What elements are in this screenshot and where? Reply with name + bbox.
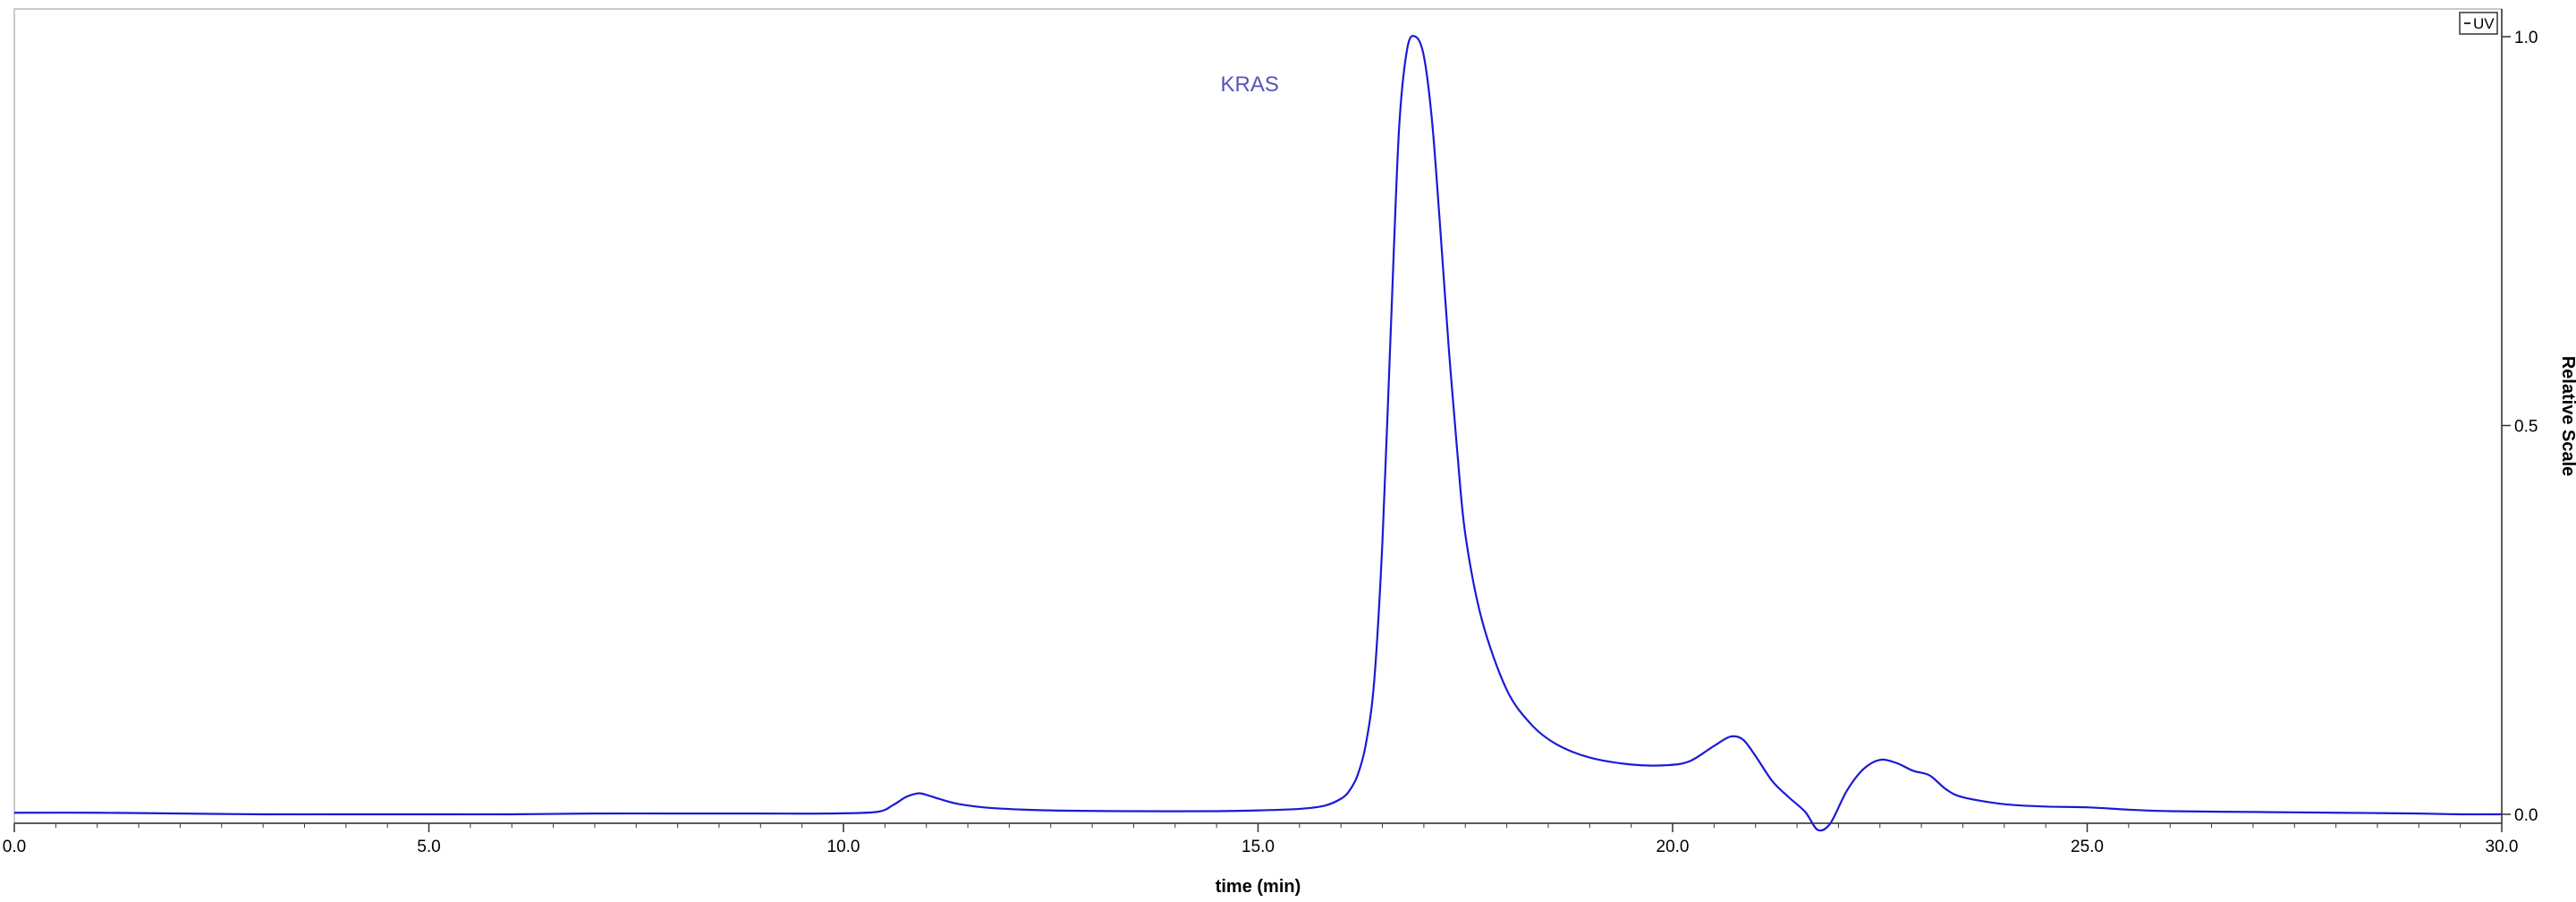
x-tick-label: 30.0 <box>2486 838 2519 856</box>
x-tick-label: 20.0 <box>1657 838 1690 856</box>
x-tick-label: 10.0 <box>827 838 860 856</box>
y-tick-label: 1.0 <box>2514 29 2538 47</box>
peak-annotation-kras: KRAS <box>1221 72 1279 97</box>
y-tick-label: 0.5 <box>2514 418 2538 437</box>
legend-label-uv: UV <box>2473 15 2495 32</box>
x-tick-label: 0.0 <box>3 838 26 856</box>
x-tick-label: 15.0 <box>1241 838 1275 856</box>
uv-trace-line <box>13 35 2503 832</box>
y-tick-label: 0.0 <box>2514 806 2538 825</box>
x-tick-label: 5.0 <box>417 838 440 856</box>
x-minor-ticks <box>55 823 2462 828</box>
y-axis-ticks: 0.0 0.5 1.0 <box>2502 29 2538 825</box>
y-axis-title: Relative Scale <box>2558 356 2576 477</box>
x-axis-ticks: 0.0 5.0 10.0 15.0 20.0 25.0 30.0 <box>3 823 2519 856</box>
legend: UV <box>2459 12 2498 35</box>
x-axis-title: time (min) <box>1216 877 1301 897</box>
x-tick-label: 25.0 <box>2071 838 2104 856</box>
